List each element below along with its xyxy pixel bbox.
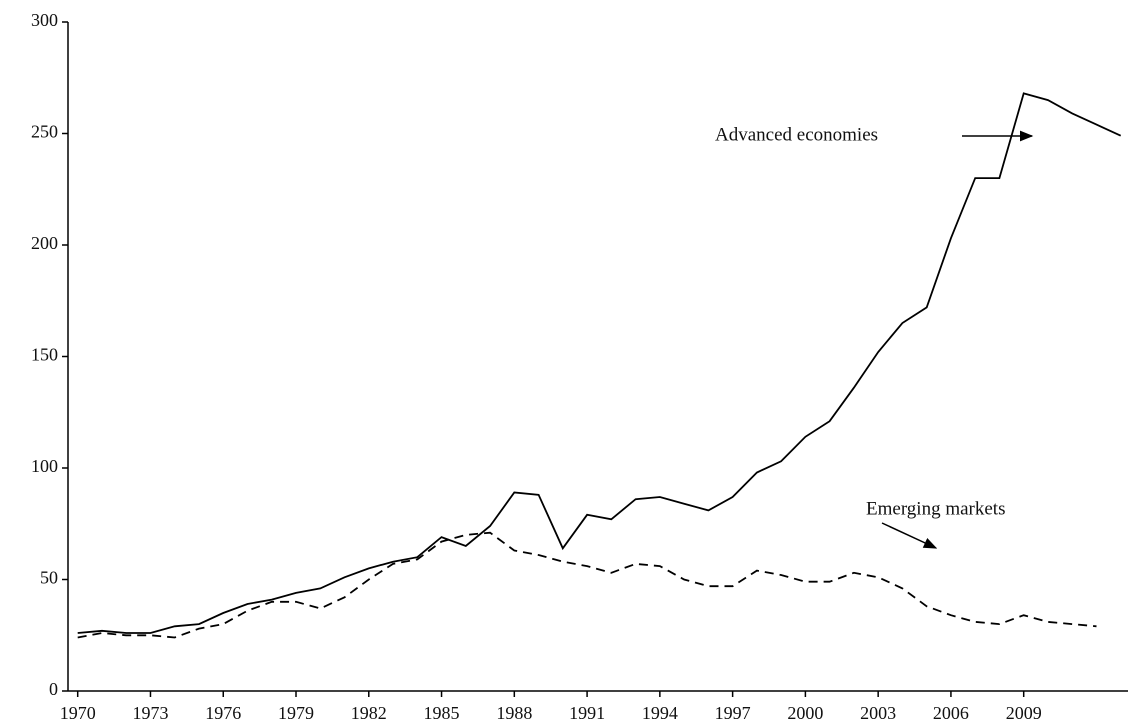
y-tick-label: 250: [31, 122, 58, 142]
annotation-arrow: [881, 522, 938, 549]
x-tick-label: 1970: [60, 703, 96, 723]
y-tick-label: 150: [31, 345, 58, 365]
x-tick-label: 1982: [351, 703, 387, 723]
x-tick-label: 1985: [424, 703, 460, 723]
x-tick-label: 1973: [132, 703, 168, 723]
y-tick-label: 200: [31, 233, 58, 253]
line-series: [77, 92, 1122, 634]
x-tick-label: 1991: [569, 703, 605, 723]
x-tick-label: 1979: [278, 703, 314, 723]
x-tick-label: 1997: [715, 703, 751, 723]
x-tick-label: 1976: [205, 703, 241, 723]
y-tick-label: 100: [31, 456, 58, 476]
annotation: Emerging markets: [866, 498, 1005, 519]
x-tick-label: 2003: [860, 703, 896, 723]
annotation: Advanced economies: [715, 124, 878, 145]
x-tick-label: 2000: [787, 703, 823, 723]
y-tick-label: 0: [49, 679, 58, 699]
x-tick-label: 1988: [496, 703, 532, 723]
line-series: [77, 531, 1097, 639]
x-tick-label: 2006: [933, 703, 969, 723]
y-tick-label: 50: [40, 568, 58, 588]
y-tick-label: 300: [31, 10, 58, 30]
x-tick-label: 2009: [1006, 703, 1042, 723]
x-tick-label: 1994: [642, 703, 678, 723]
